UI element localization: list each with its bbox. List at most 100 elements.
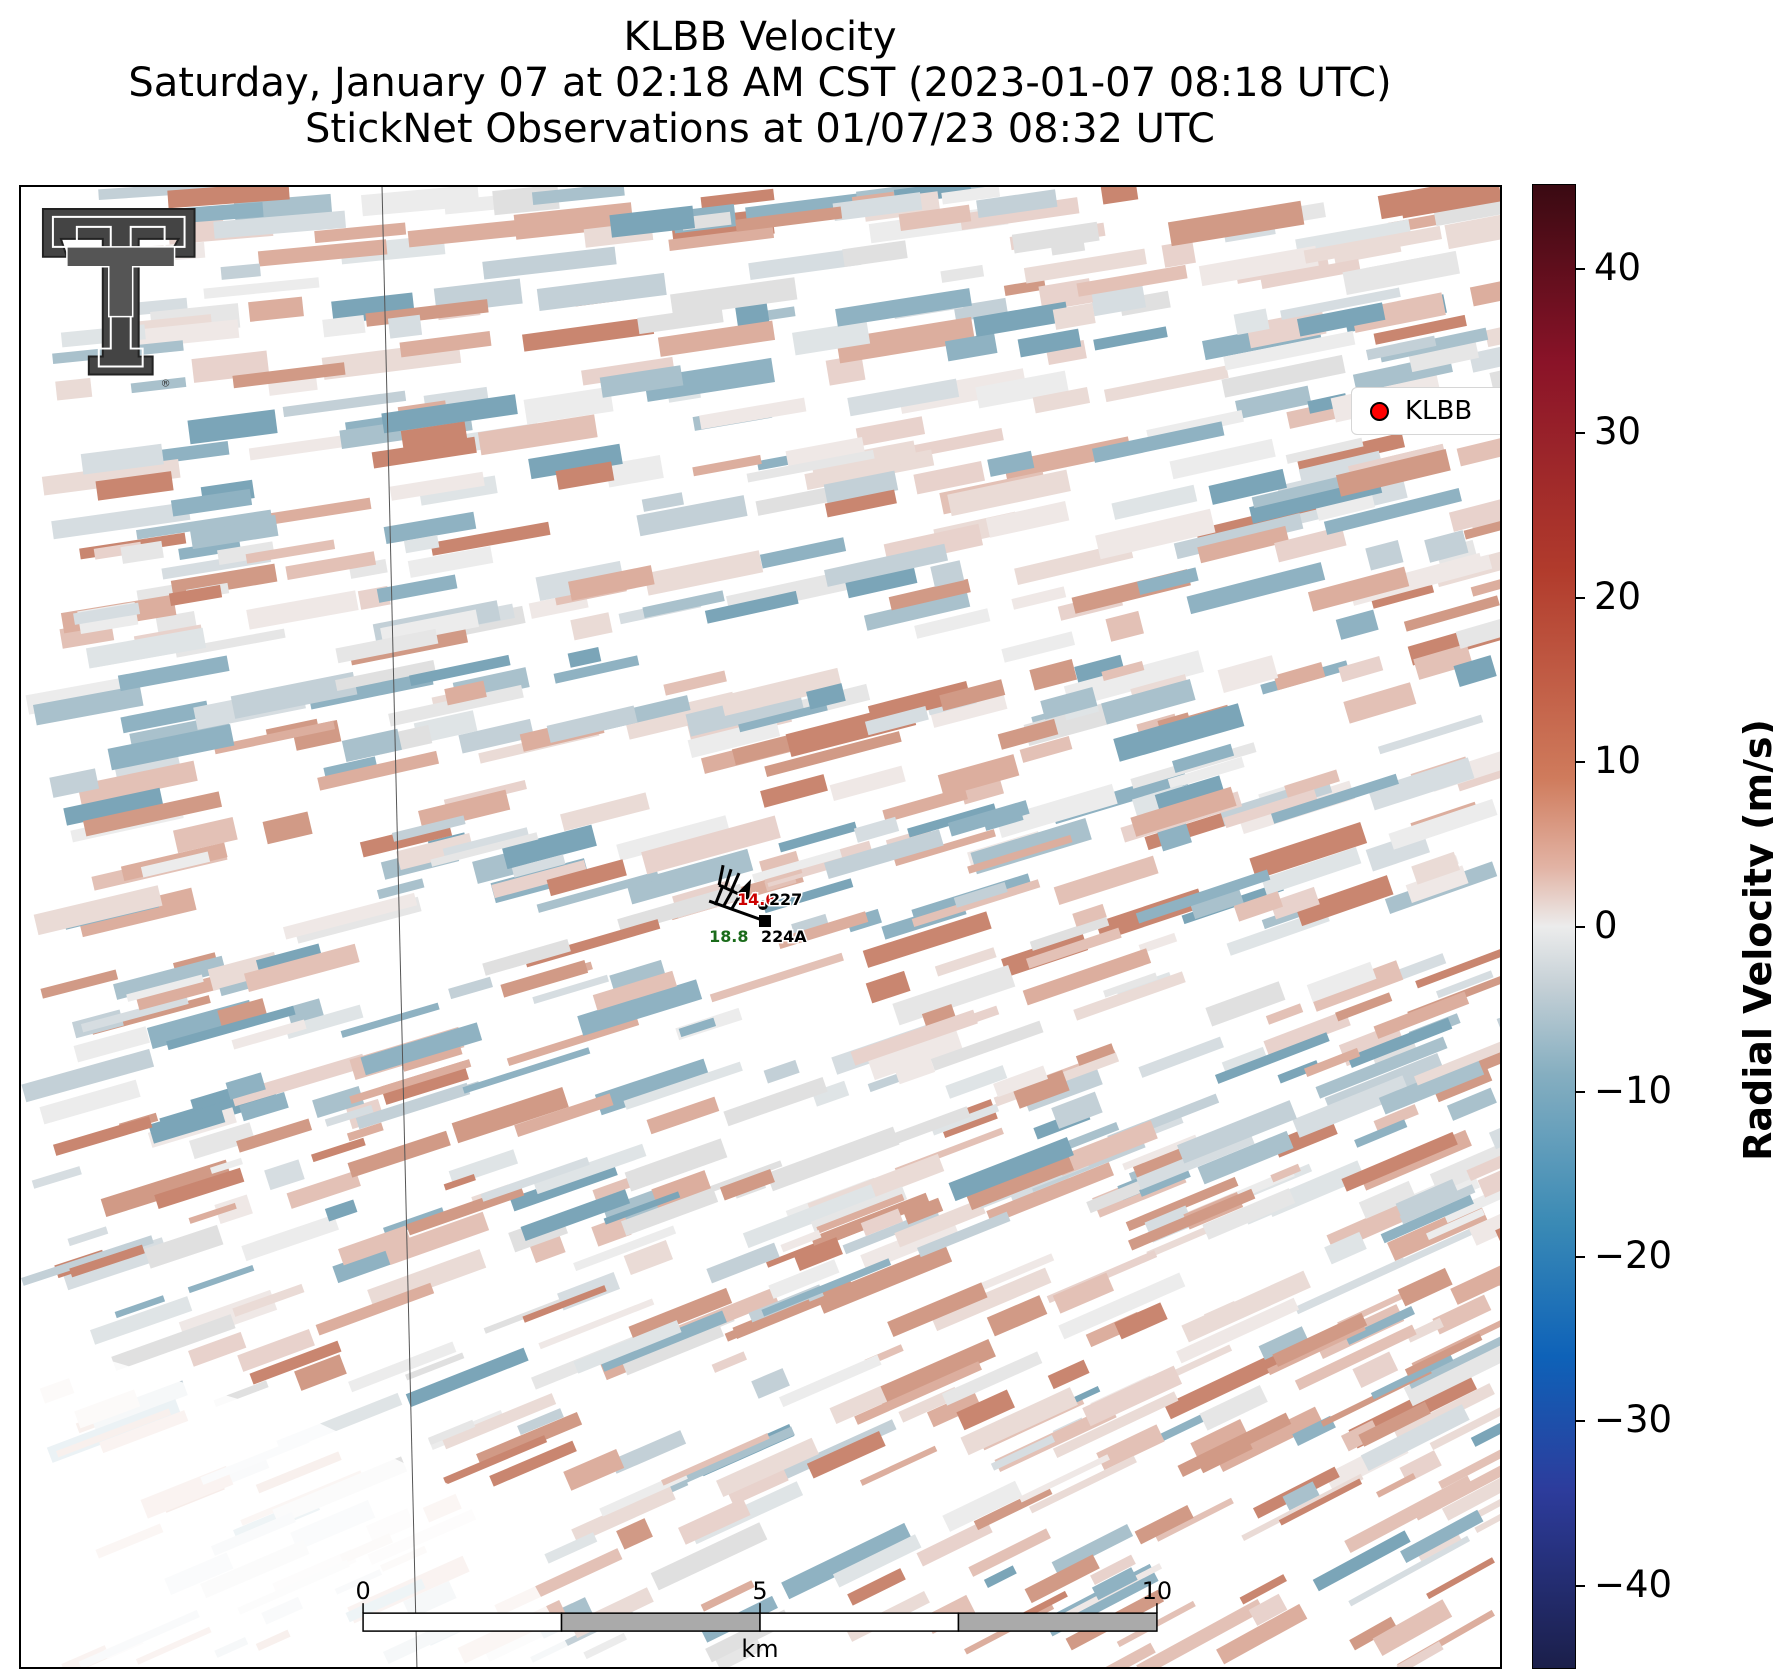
velocity-gate [389, 471, 485, 501]
velocity-gate [738, 702, 828, 733]
velocity-gate [1324, 1231, 1367, 1265]
velocity-gate [985, 501, 1070, 538]
velocity-gate [931, 1103, 1000, 1136]
velocity-gate [824, 829, 944, 880]
velocity-gate [523, 386, 614, 425]
velocity-gate [73, 1026, 150, 1063]
velocity-gate [643, 357, 775, 402]
colorbar-tick [1576, 597, 1585, 599]
radar-velocity-field: ® [21, 187, 1500, 1667]
velocity-gate [868, 1029, 963, 1081]
velocity-gate [592, 970, 677, 1011]
velocity-gate [986, 1162, 1115, 1225]
velocity-gate [751, 1368, 790, 1399]
velocity-gate [1368, 757, 1475, 811]
radar-map[interactable]: ® 14.6 227 18.8 [19, 185, 1502, 1669]
velocity-gate [1403, 595, 1500, 632]
velocity-gate [709, 952, 844, 1003]
velocity-gate [1373, 314, 1467, 345]
velocity-gate [340, 1002, 440, 1038]
velocity-gate [1358, 1401, 1431, 1447]
velocity-gate [1484, 301, 1500, 348]
velocity-gate [727, 1466, 789, 1506]
velocity-gate [916, 1519, 993, 1567]
velocity-gate [1063, 650, 1205, 709]
velocity-gate [53, 1116, 153, 1156]
velocity-gate [1429, 1124, 1500, 1194]
velocity-gate [1221, 354, 1346, 398]
velocity-gate [1456, 422, 1500, 467]
velocity-gate [441, 1393, 557, 1450]
sticknet-station-224A [708, 884, 771, 927]
velocity-gate [705, 1160, 783, 1194]
velocity-gate [824, 543, 949, 587]
velocity-gate [1023, 248, 1147, 284]
velocity-gate [1176, 1297, 1300, 1364]
velocity-gate [396, 833, 474, 870]
velocity-gate [1345, 1305, 1415, 1345]
velocity-gate [620, 1187, 719, 1236]
velocity-gate [968, 1528, 1051, 1577]
velocity-gate [1396, 1641, 1444, 1667]
velocity-gate [188, 1331, 247, 1367]
velocity-gate [1294, 1324, 1417, 1391]
velocity-gate [217, 541, 275, 565]
velocity-gate [1223, 330, 1356, 371]
velocity-gate [987, 450, 1035, 477]
velocity-gate [1365, 540, 1404, 571]
velocity-gate [781, 1522, 913, 1600]
velocity-gate [1292, 1075, 1410, 1138]
velocity-gate [1128, 1188, 1256, 1251]
velocity-gate [1198, 245, 1319, 287]
velocity-gate [520, 1189, 631, 1241]
velocity-gate [1388, 798, 1498, 850]
velocity-gate [663, 670, 727, 696]
velocity-gate [636, 495, 748, 537]
velocity-gate [1258, 1326, 1309, 1360]
colorbar-tick [1576, 1420, 1585, 1422]
velocity-gate [785, 437, 866, 469]
velocity-gate [262, 811, 313, 845]
velocity-gate [700, 188, 775, 209]
velocity-gate [1177, 1412, 1292, 1478]
colorbar-tick [1576, 432, 1585, 434]
velocity-gate [282, 892, 418, 940]
velocity-gate [217, 998, 269, 1031]
velocity-gate [444, 680, 487, 706]
velocity-gate [285, 551, 377, 580]
velocity-gate [187, 1265, 255, 1294]
velocity-gate [178, 539, 241, 560]
velocity-gate [1443, 1187, 1500, 1223]
county-border-line [381, 187, 418, 1667]
velocity-gate [1373, 1104, 1419, 1132]
velocity-gate [190, 1088, 232, 1111]
velocity-gate [126, 974, 204, 1002]
velocity-gate [1433, 187, 1500, 227]
velocity-gate [248, 433, 358, 461]
velocity-gate [482, 246, 617, 280]
velocity-gate [806, 1431, 886, 1479]
velocity-gate [1306, 961, 1377, 1003]
velocity-gate [844, 565, 918, 599]
velocity-gate [511, 854, 566, 878]
velocity-gate [189, 1122, 256, 1160]
no-data-region [21, 1333, 580, 1667]
velocity-gate [1323, 488, 1462, 535]
velocity-gate [724, 1299, 812, 1342]
velocity-gate [83, 791, 223, 837]
velocity-gate [610, 1430, 687, 1474]
velocity-gate [21, 1048, 155, 1103]
velocity-gate [1051, 1524, 1134, 1575]
colorbar-tick-label: 20 [1594, 575, 1642, 618]
velocity-gate [501, 824, 597, 870]
velocity-gate [1199, 1384, 1268, 1431]
velocity-gate [1011, 221, 1100, 254]
velocity-gate [506, 1017, 640, 1067]
velocity-gate [1435, 970, 1494, 999]
velocity-gate [914, 608, 991, 639]
velocity-gate [892, 965, 1016, 1026]
velocity-gate [599, 365, 684, 398]
velocity-gate [853, 816, 900, 843]
velocity-gate [687, 718, 781, 759]
velocity-gate [1273, 662, 1326, 691]
